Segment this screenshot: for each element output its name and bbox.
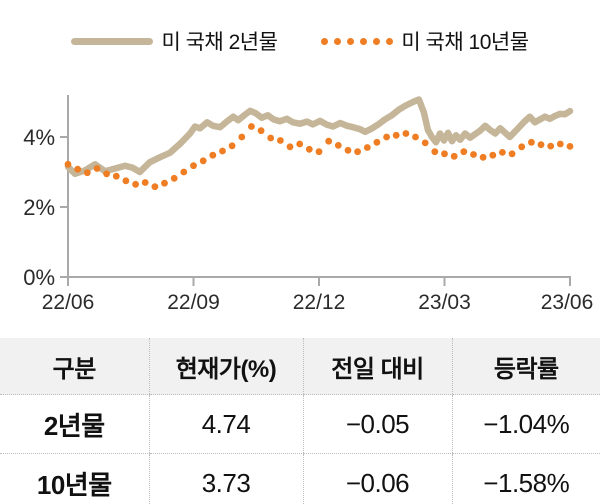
svg-text:22/12: 22/12 — [293, 291, 346, 314]
chart-area: 미 국채 2년물 미 국채 10년물 0% 2% 4% 22/06 22/09 22/12… — [0, 26, 600, 314]
col-header-gubun: 구분 — [0, 338, 149, 395]
row-label-10y: 10년물 — [0, 453, 149, 504]
svg-text:0%: 0% — [23, 265, 55, 290]
svg-text:23/06: 23/06 — [541, 291, 594, 314]
svg-text:2%: 2% — [23, 195, 55, 220]
pct-2y: −1.04% — [451, 394, 600, 454]
change-2y: −0.05 — [302, 394, 452, 454]
col-header-price: 현재가(%) — [148, 338, 303, 395]
yield-table: 구분 현재가(%) 전일 대비 등락률 2년물 4.74 −0.05 −1.04… — [0, 338, 600, 504]
price-2y: 4.74 — [148, 394, 303, 454]
dots-swatch-icon — [321, 37, 394, 45]
svg-text:23/03: 23/03 — [418, 291, 471, 314]
chart-legend: 미 국채 2년물 미 국채 10년물 — [0, 26, 600, 56]
table-row-10y: 10년물 3.73 −0.06 −1.58% — [0, 453, 600, 504]
legend-item-2y: 미 국채 2년물 — [71, 26, 278, 56]
legend-label-2y: 미 국채 2년물 — [161, 31, 278, 54]
table-row-2y: 2년물 4.74 −0.05 −1.04% — [0, 394, 600, 454]
svg-text:4%: 4% — [23, 125, 55, 150]
price-10y: 3.73 — [148, 453, 303, 504]
change-10y: −0.06 — [302, 453, 452, 504]
line-swatch-icon — [71, 37, 154, 45]
svg-text:22/09: 22/09 — [167, 291, 220, 314]
col-header-change: 전일 대비 — [302, 338, 452, 395]
svg-text:22/06: 22/06 — [42, 291, 95, 314]
legend-item-10y: 미 국채 10년물 — [321, 26, 529, 56]
pct-10y: −1.58% — [451, 453, 600, 504]
row-label-2y: 2년물 — [0, 394, 149, 454]
table-header-row: 구분 현재가(%) 전일 대비 등락률 — [0, 338, 600, 395]
yield-chart: 0% 2% 4% 22/06 22/09 22/12 23/03 23/06 — [23, 95, 594, 314]
legend-label-10y: 미 국채 10년물 — [401, 31, 529, 54]
col-header-pct: 등락률 — [451, 338, 600, 395]
